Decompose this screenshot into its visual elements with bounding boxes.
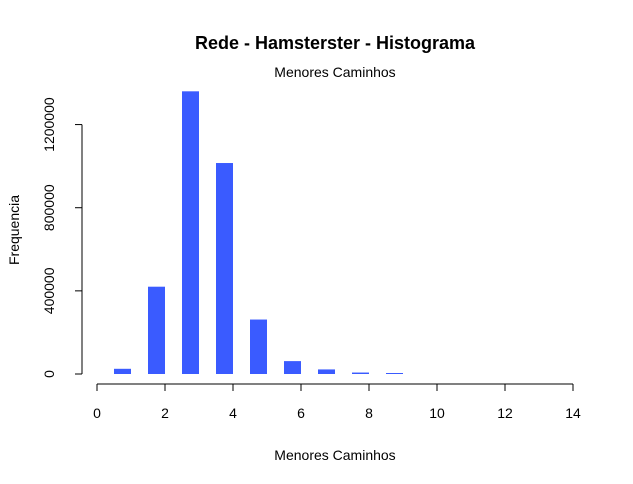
x-axis-label: Menores Caminhos (274, 447, 395, 463)
x-tick-label: 4 (229, 405, 237, 421)
histogram-bar (148, 286, 165, 374)
x-tick-label: 6 (297, 405, 305, 421)
chart-subtitle: Menores Caminhos (274, 64, 395, 80)
y-tick-label: 800000 (41, 184, 57, 231)
histogram-bar (216, 163, 233, 374)
histogram-bar (386, 373, 403, 374)
histogram-bar (250, 319, 267, 374)
histogram-bar (318, 369, 335, 374)
y-tick-label: 1200000 (41, 97, 57, 152)
chart-title: Rede - Hamsterster - Histograma (195, 33, 476, 53)
x-tick-label: 0 (93, 405, 101, 421)
y-tick-label: 400000 (41, 267, 57, 314)
y-axis: 0 400000 800000 1200000 (41, 97, 83, 378)
histogram-bar (114, 368, 131, 374)
histogram-bar (182, 91, 199, 375)
x-tick-label: 14 (565, 405, 581, 421)
histogram-bar (284, 361, 301, 374)
x-tick-label: 10 (429, 405, 445, 421)
histogram-bar (352, 372, 369, 374)
y-axis-label: Frequencia (6, 195, 22, 265)
y-tick-label: 0 (41, 370, 57, 378)
x-tick-label: 8 (365, 405, 373, 421)
bars-group (114, 91, 403, 375)
x-axis: 0 2 4 6 8 10 12 14 (93, 383, 581, 421)
x-tick-label: 2 (161, 405, 169, 421)
x-tick-label: 12 (497, 405, 513, 421)
